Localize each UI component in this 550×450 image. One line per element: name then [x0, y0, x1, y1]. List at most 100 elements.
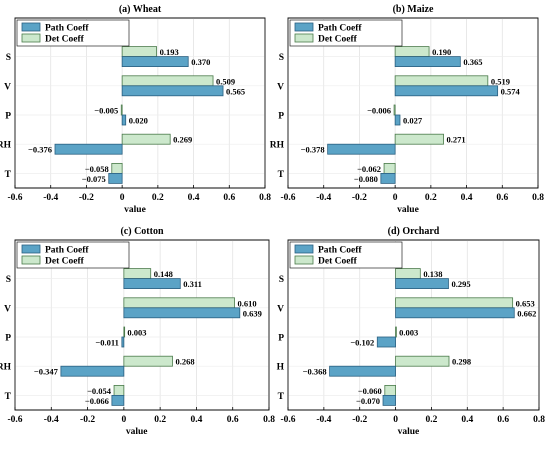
x-tick-label: 0	[121, 415, 126, 425]
data-label: 0.565	[226, 86, 245, 96]
category-label: P	[278, 112, 284, 122]
category-label: V	[4, 82, 11, 92]
category-label: T	[278, 392, 285, 402]
data-label: 0.295	[451, 279, 470, 289]
chart-title: (c) Cotton	[120, 226, 163, 237]
category-label: V	[4, 304, 11, 314]
x-tick-label: 0.8	[263, 415, 275, 425]
legend-label: Path Coeff	[318, 246, 362, 256]
category-label: S	[6, 53, 11, 63]
legend-swatch	[294, 22, 314, 32]
category-label: S	[6, 275, 11, 285]
x-tick-label: -0.6	[7, 415, 22, 425]
det-coeff-bar	[123, 355, 173, 367]
path-coeff-bar	[382, 394, 396, 406]
data-label: −0.011	[95, 338, 119, 348]
data-label: 0.653	[516, 298, 535, 308]
data-label: 0.027	[403, 116, 423, 126]
legend-swatch	[294, 255, 314, 265]
chart-panel-0: (a) Wheat -0.6 -0.4 -0.2 0 0.2 0.4 0.6 0.8 value S…	[0, 4, 271, 215]
det-coeff-bar	[111, 162, 123, 174]
x-axis-label: value	[397, 205, 419, 215]
path-coeff-bar	[121, 114, 127, 126]
data-label: 0.662	[517, 308, 536, 318]
legend-label: Path Coeff	[45, 24, 89, 34]
path-coeff-bar	[111, 394, 125, 406]
path-coeff-bar	[123, 278, 181, 290]
chart-panel-2: (c) Cotton -0.6 -0.4 -0.2 0 0.2 0.4 0.6 0.8 value…	[0, 226, 275, 437]
data-label: 0.020	[129, 116, 148, 126]
x-tick-label: -0.4	[44, 415, 59, 425]
data-label: −0.347	[34, 367, 59, 377]
x-tick-label: 0.4	[188, 193, 200, 203]
path-coeff-bar	[54, 143, 123, 155]
det-coeff-bar	[395, 355, 450, 367]
data-label: −0.060	[358, 386, 382, 396]
chart-title: (b) Maize	[393, 4, 434, 15]
x-axis-label: value	[126, 427, 148, 437]
path-coeff-bar	[394, 114, 401, 126]
det-coeff-bar	[394, 75, 489, 87]
category-label: RH	[0, 363, 12, 373]
chart-title: (a) Wheat	[119, 4, 162, 15]
x-tick-label: 0.4	[190, 415, 202, 425]
data-label: 0.138	[423, 269, 442, 279]
x-tick-label: 0.2	[152, 193, 164, 203]
x-tick-label: 0	[393, 415, 398, 425]
data-label: −0.075	[82, 174, 106, 184]
data-label: 0.298	[452, 357, 471, 367]
det-coeff-bar	[121, 46, 158, 57]
x-tick-label: -0.6	[280, 415, 295, 425]
data-label: 0.574	[501, 86, 521, 96]
det-coeff-bar	[394, 133, 444, 145]
category-label: S	[279, 53, 284, 63]
path-coeff-bar	[394, 85, 499, 97]
x-tick-label: 0.8	[532, 193, 544, 203]
det-coeff-bar	[395, 268, 421, 280]
plot-border	[14, 239, 270, 411]
data-label: 0.639	[243, 308, 262, 318]
x-tick-label: 0.2	[154, 415, 166, 425]
x-tick-label: 0	[393, 193, 398, 203]
category-label: P	[5, 112, 11, 122]
det-coeff-bar	[120, 104, 123, 116]
data-label: 0.311	[183, 279, 202, 289]
x-tick-label: -0.4	[316, 193, 331, 203]
legend-label: Path Coeff	[318, 24, 362, 34]
x-tick-label: 0.4	[461, 415, 473, 425]
data-label: 0.365	[463, 57, 482, 67]
x-tick-label: 0.2	[425, 193, 437, 203]
data-label: −0.368	[303, 367, 327, 377]
det-coeff-bar	[393, 104, 396, 116]
category-label: RH	[270, 141, 285, 151]
legend-swatch	[21, 255, 41, 265]
category-label: T	[278, 170, 285, 180]
category-label: V	[277, 82, 284, 92]
data-label: −0.378	[301, 145, 325, 155]
path-coeff-bar	[60, 365, 125, 377]
x-tick-label: 0.8	[259, 193, 271, 203]
category-label: T	[5, 170, 12, 180]
path-coeff-bar	[108, 172, 123, 184]
legend-swatch	[21, 33, 41, 43]
det-coeff-bar	[123, 268, 152, 280]
data-label: 0.271	[447, 135, 466, 145]
path-coeff-bar	[329, 365, 396, 377]
path-coeff-bar	[395, 278, 449, 290]
chart-panel-3: (d) Orchard -0.6 -0.4 -0.2 0 0.2 0.4 0.6 0.8 valu…	[277, 226, 546, 437]
det-coeff-bar	[395, 326, 397, 338]
det-coeff-bar	[123, 297, 235, 309]
data-label: −0.005	[94, 106, 118, 116]
chart-title: (d) Orchard	[388, 226, 440, 237]
path-coeff-bar	[121, 85, 224, 97]
x-tick-label: -0.6	[7, 193, 22, 203]
data-label: 0.003	[127, 328, 146, 338]
det-coeff-bar	[123, 326, 126, 338]
x-tick-label: -0.4	[316, 415, 331, 425]
path-coeff-bar	[380, 172, 396, 184]
det-coeff-bar	[384, 384, 396, 396]
path-coeff-bar	[121, 56, 189, 67]
